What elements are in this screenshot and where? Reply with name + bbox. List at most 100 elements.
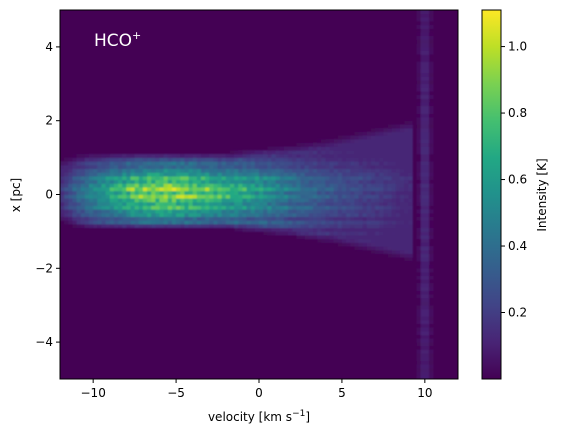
heatmap-cell xyxy=(358,187,364,192)
heatmap-cell xyxy=(97,201,102,206)
heatmap-cell xyxy=(317,179,322,184)
heatmap-cell xyxy=(341,224,347,229)
heatmap-cell xyxy=(263,209,268,214)
heatmap-cell xyxy=(379,168,384,173)
heatmap-cell xyxy=(213,172,218,177)
heatmap-cell xyxy=(209,209,214,214)
heatmap-cell xyxy=(416,356,422,361)
heatmap-cell xyxy=(242,168,247,173)
heatmap-cell xyxy=(97,164,102,170)
heatmap-cell xyxy=(159,194,165,199)
heatmap-cell xyxy=(428,146,434,151)
heatmap-cell xyxy=(428,294,434,299)
heatmap-cell xyxy=(399,194,405,199)
heatmap-cell xyxy=(346,179,351,184)
heatmap-cell xyxy=(159,164,165,170)
heatmap-cell xyxy=(138,187,144,192)
heatmap-cell xyxy=(167,168,173,173)
heatmap-cell xyxy=(163,194,169,199)
heatmap-cell xyxy=(350,150,355,155)
heatmap-cell xyxy=(428,172,434,177)
heatmap-cell xyxy=(358,209,364,214)
heatmap-cell xyxy=(362,179,368,184)
heatmap-cell xyxy=(225,212,231,218)
heatmap-cell xyxy=(420,183,426,188)
heatmap-cell xyxy=(97,176,102,181)
heatmap-cell xyxy=(424,150,430,155)
heatmap-cell xyxy=(188,187,194,192)
heatmap-cell xyxy=(300,179,306,184)
heatmap-cell xyxy=(420,231,426,236)
heatmap-cell xyxy=(196,212,202,218)
heatmap-cell xyxy=(254,201,260,206)
heatmap-cell xyxy=(420,57,426,63)
heatmap-cell xyxy=(312,153,318,158)
heatmap-cell xyxy=(399,128,405,133)
heatmap-cell xyxy=(159,224,165,229)
heatmap-cell xyxy=(209,187,214,192)
heatmap-cell xyxy=(375,231,380,236)
heatmap-cell xyxy=(229,168,235,173)
heatmap-cell xyxy=(163,190,169,195)
heatmap-cell xyxy=(109,161,115,166)
heatmap-cell xyxy=(97,187,102,192)
heatmap-cell xyxy=(325,209,330,214)
heatmap-cell xyxy=(379,198,384,203)
heatmap-cell xyxy=(428,194,434,199)
heatmap-cell xyxy=(184,198,189,203)
heatmap-cell xyxy=(151,161,156,166)
heatmap-cell xyxy=(408,246,413,251)
heatmap-cell xyxy=(416,80,422,85)
heatmap-cell xyxy=(184,201,189,206)
heatmap-cell xyxy=(420,212,426,218)
heatmap-cell xyxy=(64,168,69,173)
heatmap-cell xyxy=(275,168,281,173)
heatmap-cell xyxy=(275,179,281,184)
heatmap-cell xyxy=(254,161,260,166)
heatmap-cell xyxy=(404,146,409,151)
heatmap-cell xyxy=(221,224,227,229)
heatmap-cell xyxy=(200,157,206,162)
heatmap-cell xyxy=(163,183,169,188)
heatmap-cell xyxy=(68,216,73,221)
heatmap-cell xyxy=(296,172,301,177)
heatmap-cell xyxy=(366,201,372,206)
heatmap-cell xyxy=(354,209,359,214)
heatmap-cell xyxy=(229,157,235,162)
heatmap-cell xyxy=(122,161,127,166)
heatmap-cell xyxy=(263,179,268,184)
heatmap-cell xyxy=(205,212,210,218)
heatmap-cell xyxy=(428,364,434,369)
heatmap-cell xyxy=(308,183,314,188)
heatmap-cell xyxy=(312,161,318,166)
heatmap-cell xyxy=(420,367,426,373)
heatmap-cell xyxy=(354,187,359,192)
heatmap-cell xyxy=(399,139,405,144)
heatmap-cell xyxy=(395,124,401,129)
heatmap-cell xyxy=(416,35,422,40)
heatmap-cell xyxy=(234,150,239,155)
heatmap-cell xyxy=(428,316,434,321)
heatmap-cell xyxy=(420,139,426,144)
heatmap-cell xyxy=(184,153,189,158)
heatmap-cell xyxy=(358,205,364,210)
heatmap-cell xyxy=(428,161,434,166)
heatmap-cell xyxy=(60,194,65,199)
heatmap-cell xyxy=(155,216,160,221)
heatmap-cell xyxy=(259,176,264,181)
heatmap-cell xyxy=(362,190,368,195)
heatmap-cell xyxy=(250,224,256,229)
heatmap-cell xyxy=(312,212,318,218)
heatmap-cell xyxy=(296,201,301,206)
heatmap-cell xyxy=(184,194,189,199)
heatmap-cell xyxy=(250,209,256,214)
heatmap-cell xyxy=(304,209,310,214)
heatmap-cell xyxy=(159,220,165,225)
heatmap-cell xyxy=(267,183,272,188)
heatmap-cell xyxy=(105,172,111,177)
heatmap-cell xyxy=(350,205,355,210)
heatmap-cell xyxy=(180,157,185,162)
heatmap-cell xyxy=(279,176,285,181)
heatmap-cell xyxy=(300,194,306,199)
heatmap-cell xyxy=(424,227,430,232)
